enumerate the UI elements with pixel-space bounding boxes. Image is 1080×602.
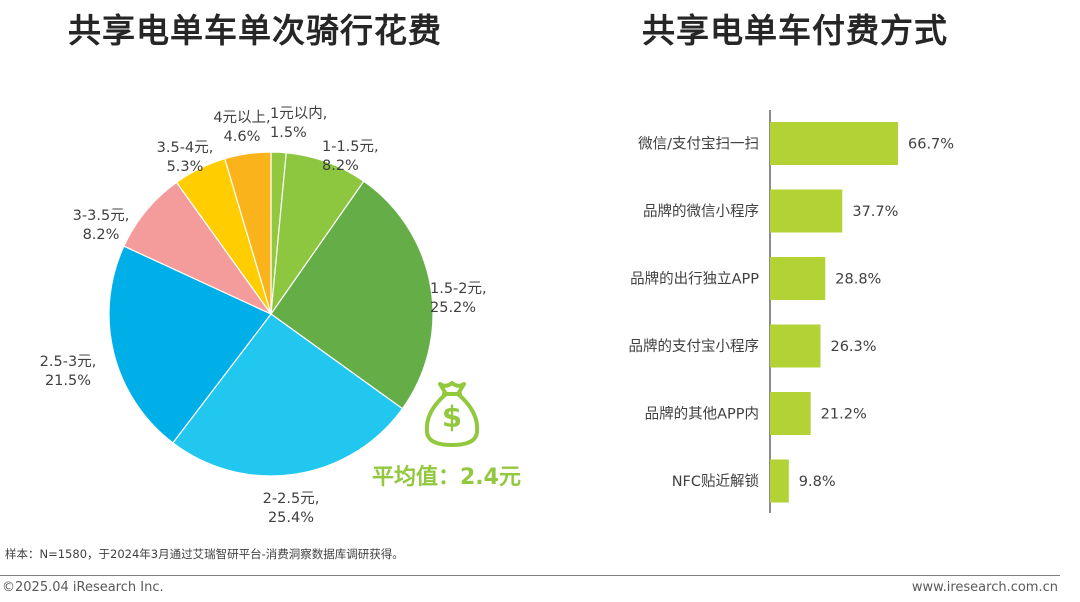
pie-slice-label: 3-3.5元, <box>73 208 130 224</box>
bar-value-label: 9.8% <box>799 474 836 490</box>
bar-chart-title: 共享电单车付费方式 <box>642 11 948 50</box>
bar-category-label: 品牌的出行独立APP <box>630 271 759 288</box>
bar-category-label: 品牌的其他APP内 <box>645 406 759 423</box>
footer-copyright: ©2025.04 iResearch Inc. <box>2 580 164 595</box>
pie-slice-4 <box>171 313 404 477</box>
pie-slice-label: 1-1.5元, <box>322 139 379 155</box>
pie-slice-label: 4元以上, <box>213 109 270 126</box>
pie-chart <box>108 151 434 477</box>
dollar-sign-icon: $ <box>442 400 462 434</box>
pie-slice-value: 8.2% <box>322 158 359 174</box>
pie-slice-label: 2.5-3元, <box>40 354 97 370</box>
bar-value-label: 28.8% <box>835 272 881 288</box>
pie-slice-5 <box>108 245 272 444</box>
bar-5 <box>770 392 811 435</box>
pie-chart-title: 共享电单车单次骑行花费 <box>68 11 442 50</box>
bar-value-label: 37.7% <box>852 204 898 220</box>
footer-divider <box>0 575 1060 576</box>
pie-slice-value: 25.2% <box>430 300 476 316</box>
bar-value-label: 66.7% <box>908 137 954 153</box>
pie-slice-value: 1.5% <box>270 125 307 141</box>
bar-3 <box>770 257 826 300</box>
pie-slice-label: 1.5-2元, <box>430 281 487 297</box>
pie-slice-value: 25.4% <box>268 510 314 526</box>
money-bag-icon <box>424 381 480 447</box>
chart-canvas: 1元以内, 1.5% 1-1.5元, 8.2% 1.5-2元, 25.2% 2-2.5元, 2… <box>40 105 954 526</box>
footer-website[interactable]: www.iresearch.com.cn <box>911 580 1058 595</box>
bar-chart: 微信/支付宝扫一扫 66.7% 品牌的微信小程序 37.7% 品牌的出行独立APP 28.… <box>629 110 954 513</box>
pie-slice-3 <box>270 180 434 410</box>
bar-2 <box>770 189 843 233</box>
pie-slice-value: 21.5% <box>45 373 91 389</box>
pie-slice-label: 1元以内, <box>270 105 327 122</box>
average-annotation: 平均值：2.4元 <box>372 465 521 490</box>
bar-category-label: 品牌的微信小程序 <box>643 203 759 220</box>
pie-slice-label: 2-2.5元, <box>263 491 320 507</box>
bar-value-label: 26.3% <box>830 339 876 355</box>
footnote: 样本：N=1580，于2024年3月通过艾瑞智研平台-消费洞察数据库调研获得。 <box>5 547 404 561</box>
pie-slice-value: 4.6% <box>224 129 261 145</box>
bar-category-label: 微信/支付宝扫一扫 <box>638 136 759 153</box>
bar-4 <box>770 324 821 368</box>
bar-6 <box>770 459 789 503</box>
pie-slice-value: 8.2% <box>83 227 120 243</box>
bar-category-label: NFC贴近解锁 <box>672 473 759 490</box>
pie-slice-label: 3.5-4元, <box>157 140 214 156</box>
bar-1 <box>770 122 898 165</box>
pie-slice-8 <box>224 151 272 315</box>
bar-category-label: 品牌的支付宝小程序 <box>629 338 760 355</box>
pie-slice-value: 5.3% <box>167 159 204 175</box>
bar-value-label: 21.2% <box>821 407 867 423</box>
pie-labels: 1元以内, 1.5% 1-1.5元, 8.2% 1.5-2元, 25.2% 2-2.5元, 2… <box>40 105 487 526</box>
